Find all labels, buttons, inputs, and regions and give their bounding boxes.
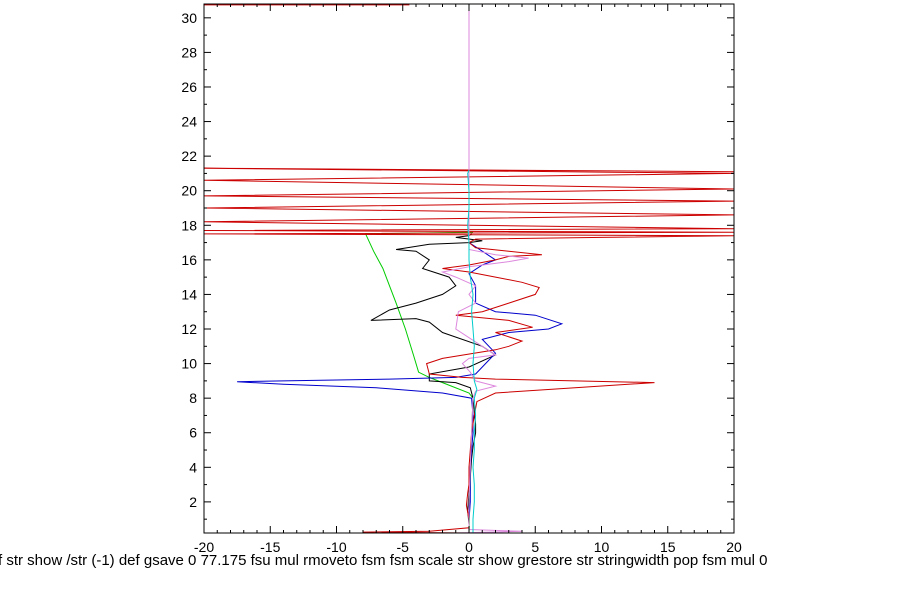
footer-text: f str show /str (-1) def gsave 0 77.175 … <box>0 552 768 569</box>
y-tick-label: 16 <box>181 252 197 268</box>
x-tick-label: -15 <box>260 539 280 555</box>
axes-layer: -20 -15 -10 -5 0 5 10 15 20246810121416182022242… <box>181 4 742 555</box>
series-layer <box>204 4 734 533</box>
series-line-2 <box>370 233 497 533</box>
x-tick-label: -5 <box>397 539 410 555</box>
x-tick-label: 20 <box>726 539 742 555</box>
series-line-5 <box>440 4 529 533</box>
x-tick-label: -10 <box>326 539 346 555</box>
x-tick-label: 10 <box>594 539 610 555</box>
x-tick-label: 5 <box>531 539 539 555</box>
y-tick-label: 10 <box>181 356 197 372</box>
y-tick-label: 20 <box>181 183 197 199</box>
y-tick-label: 18 <box>181 217 197 233</box>
y-tick-label: 4 <box>189 459 197 475</box>
x-tick-label: 15 <box>660 539 676 555</box>
y-tick-label: 28 <box>181 44 197 60</box>
x-tick-label: -20 <box>194 539 214 555</box>
y-tick-label: 26 <box>181 79 197 95</box>
y-tick-label: 24 <box>181 114 197 130</box>
y-tick-label: 30 <box>181 10 197 26</box>
y-tick-label: 14 <box>181 286 197 302</box>
series-line-3 <box>237 237 564 533</box>
y-tick-label: 12 <box>181 321 197 337</box>
x-tick-label: 0 <box>465 539 473 555</box>
y-tick-label: 8 <box>189 390 197 406</box>
y-tick-label: 6 <box>189 425 197 441</box>
series-line-6 <box>467 169 478 533</box>
y-tick-label: 2 <box>189 494 197 510</box>
y-tick-label: 22 <box>181 148 197 164</box>
